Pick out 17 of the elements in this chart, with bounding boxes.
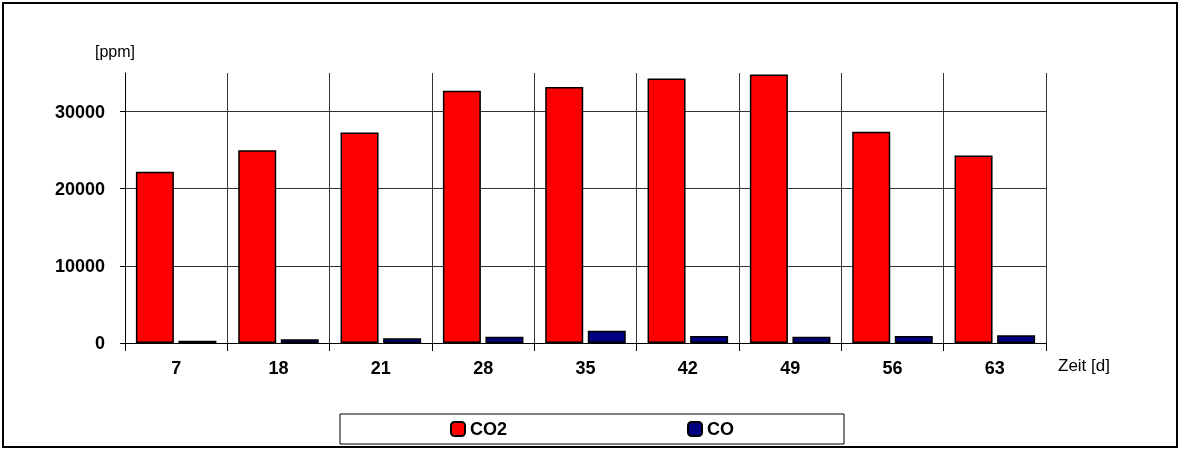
x-tick-label: 63 <box>984 358 1005 378</box>
x-tick-label: 56 <box>882 358 903 378</box>
y-tick-label: 20000 <box>54 178 105 199</box>
x-tick-label: 21 <box>370 358 391 378</box>
x-tick-label: 49 <box>780 358 801 378</box>
x-tick-label: 35 <box>575 358 596 378</box>
x-tick-label: 7 <box>171 358 182 378</box>
y-tick-label: 0 <box>94 333 105 353</box>
x-tick-label: 28 <box>473 358 494 378</box>
x-tick-label: 42 <box>677 358 698 378</box>
y-tick-label: 10000 <box>54 255 105 276</box>
x-axis-title: Zeit [d] <box>1058 356 1110 375</box>
x-tick-label: 18 <box>268 358 289 378</box>
y-axis-title: [ppm] <box>95 42 136 60</box>
y-tick-label: 30000 <box>54 101 105 122</box>
legend-label: CO2 <box>469 419 508 439</box>
legend-label: CO <box>707 419 735 439</box>
